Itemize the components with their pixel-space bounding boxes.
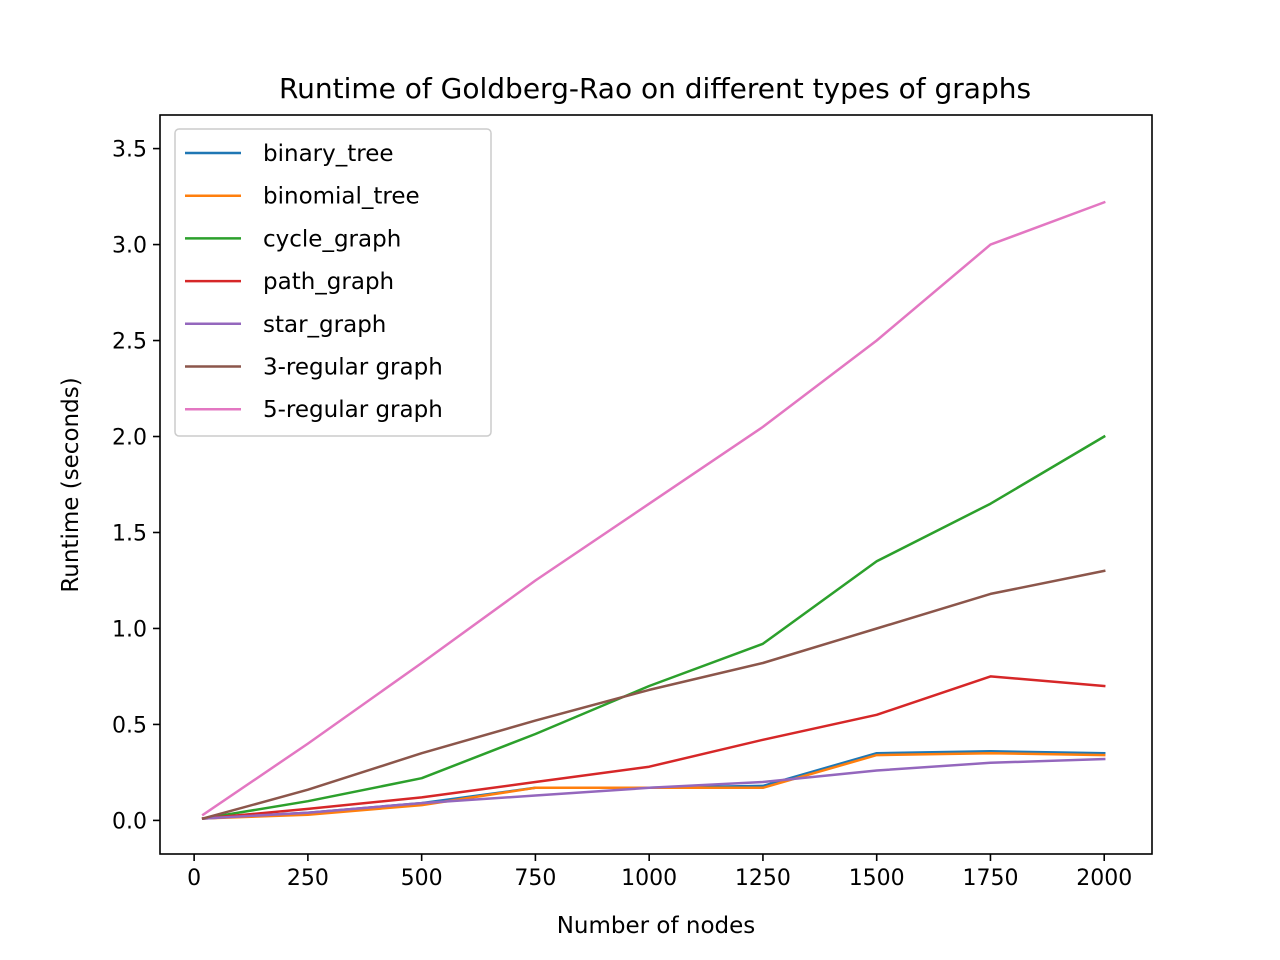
legend: binary_tree binomial_tree cycle_graph path_… [174,128,492,437]
x-tick-label: 750 [514,866,556,891]
plot-frame [159,114,1153,855]
x-tick-label: 0 [187,866,201,891]
x-tick-label: 1750 [962,866,1018,891]
plot-lines [201,200,1106,821]
y-axis-label: Runtime (seconds) [58,377,84,592]
y-axis-ticks: 0.0 0.5 1.0 1.5 2.0 2.5 3.0 3.5 [112,138,160,834]
y-tick-label: 2.0 [112,426,147,451]
series-line-5-regular-graph [201,200,1106,817]
x-axis-ticks: 0 250 500 750 1000 1250 1500 1750 2000 [187,854,1132,891]
x-tick-label: 1000 [621,866,677,891]
legend-label: binary_tree [263,141,394,167]
x-tick-label: 1500 [849,866,905,891]
x-tick-label: 1250 [735,866,791,891]
x-tick-label: 2000 [1076,866,1132,891]
y-tick-label: 0.0 [112,809,147,834]
y-tick-label: 3.0 [112,234,147,259]
series-line-binomial-tree [201,751,1106,820]
x-axis-label: Number of nodes [557,913,756,939]
y-tick-label: 1.0 [112,617,147,642]
series-line-star-graph [201,757,1106,820]
legend-label: cycle_graph [263,226,401,252]
x-tick-label: 500 [401,866,443,891]
series-line-cycle-graph [201,434,1106,820]
series-line-binary-tree [201,750,1106,820]
y-tick-label: 0.5 [112,713,147,738]
legend-label: 3-regular graph [263,355,443,381]
y-tick-label: 2.5 [112,330,147,355]
legend-label: 5-regular graph [263,397,443,423]
legend-label: binomial_tree [263,184,420,210]
chart-title: Runtime of Goldberg-Rao on different typ… [279,72,1031,105]
series-line-3-regular-graph [201,569,1106,821]
series-line-path-graph [201,675,1106,820]
y-tick-label: 3.5 [112,138,147,163]
legend-label: path_graph [263,269,394,295]
y-tick-label: 1.5 [112,521,147,546]
legend-frame [174,128,492,437]
x-tick-label: 250 [287,866,329,891]
legend-label: star_graph [263,312,386,338]
